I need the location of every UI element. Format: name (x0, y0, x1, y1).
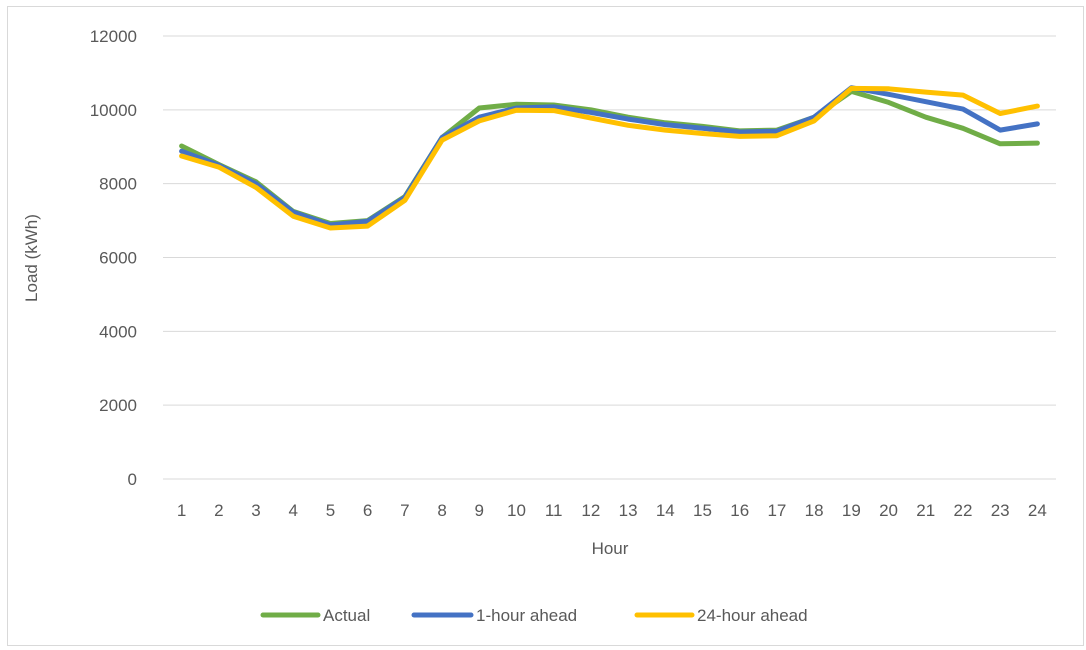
x-tick-label: 18 (805, 501, 824, 520)
x-tick-label: 2 (214, 501, 223, 520)
x-tick-label: 9 (475, 501, 484, 520)
x-tick-labels: 1 2 3 4 5 6 7 8 9 10 11 12 13 14 15 16 17 18 19 20 21 22 23 24 (177, 501, 1047, 520)
x-tick-label: 23 (991, 501, 1010, 520)
x-tick-label: 1 (177, 501, 186, 520)
legend-label: 1-hour ahead (476, 606, 577, 625)
legend-label: Actual (323, 606, 370, 625)
series-line-0 (179, 88, 1040, 226)
x-tick-label: 3 (251, 501, 260, 520)
series-lines (179, 85, 1040, 231)
x-tick-label: 4 (288, 501, 297, 520)
y-tick-label: 10000 (90, 101, 137, 120)
series-line-1 (179, 85, 1040, 228)
x-tick-label: 13 (619, 501, 638, 520)
x-tick-label: 14 (656, 501, 675, 520)
y-tick-labels: 0 2000 4000 6000 8000 10000 12000 (90, 27, 137, 489)
x-tick-label: 22 (954, 501, 973, 520)
x-tick-label: 15 (693, 501, 712, 520)
x-tick-label: 16 (730, 501, 749, 520)
y-tick-label: 0 (128, 470, 137, 489)
x-tick-label: 21 (916, 501, 935, 520)
y-tick-label: 12000 (90, 27, 137, 46)
x-tick-label: 24 (1028, 501, 1047, 520)
y-tick-label: 2000 (99, 396, 137, 415)
x-tick-label: 8 (437, 501, 446, 520)
y-tick-label: 8000 (99, 175, 137, 194)
x-tick-label: 11 (545, 501, 563, 520)
x-tick-label: 20 (879, 501, 898, 520)
series-line-2 (179, 85, 1040, 231)
y-tick-label: 6000 (99, 249, 137, 268)
legend-label: 24-hour ahead (697, 606, 808, 625)
x-tick-label: 10 (507, 501, 526, 520)
x-tick-label: 12 (581, 501, 600, 520)
x-tick-label: 5 (326, 501, 335, 520)
y-tick-label: 4000 (99, 322, 137, 341)
x-tick-label: 6 (363, 501, 372, 520)
x-tick-label: 17 (767, 501, 786, 520)
x-tick-label: 19 (842, 501, 861, 520)
x-tick-label: 7 (400, 501, 409, 520)
legend: Actual 1-hour ahead 24-hour ahead (260, 606, 808, 625)
x-axis-title: Hour (592, 539, 629, 558)
y-axis-title: Load (kWh) (22, 214, 41, 302)
